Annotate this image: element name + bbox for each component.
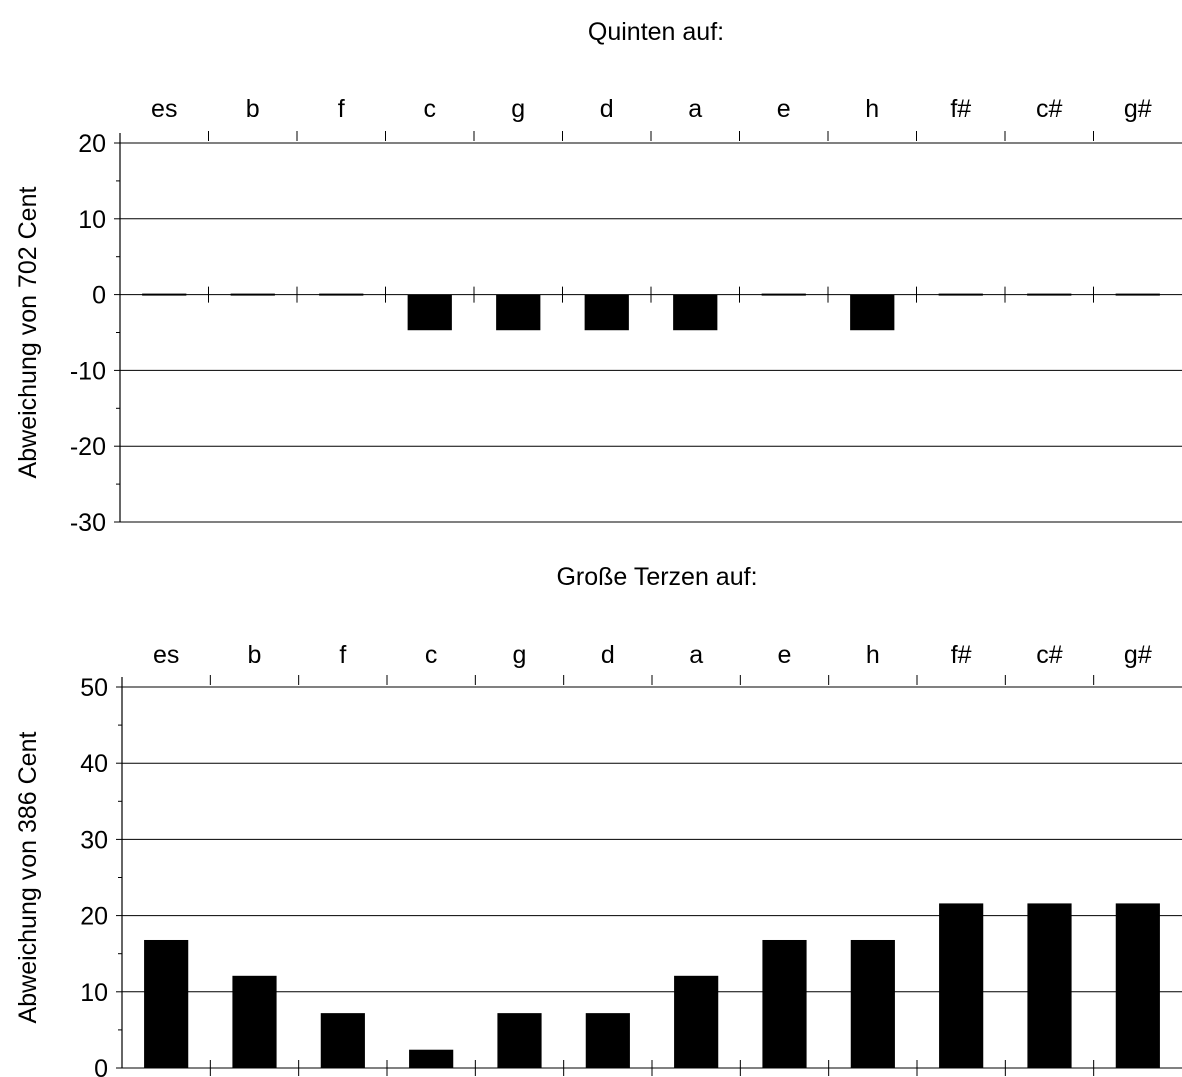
y-tick-label: -30 [70,509,106,537]
bar [1115,293,1160,296]
category-label: es [153,641,179,669]
chart-2: Große Terzen auf: Abweichung von 386 Cent… [14,563,1182,1077]
category-label: f [338,95,345,123]
bar [850,294,895,331]
y-tick-label: -10 [70,357,106,385]
y-tick-label: 10 [80,979,108,1007]
bar [144,939,189,1068]
category-label: c [424,95,437,123]
chart-1: Quinten auf: Abweichung von 702 Cent -30 -2… [14,18,1182,537]
bar [585,1013,630,1068]
bar [584,294,629,331]
y-tick-label: 0 [92,282,106,310]
category-label: c# [1036,95,1063,123]
category-label: g [511,95,525,123]
category-label: f [339,641,346,669]
category-label: d [600,95,614,123]
bar [673,294,718,331]
category-label: g [513,641,527,669]
bar [497,1013,542,1068]
y-tick-label: -20 [70,433,106,461]
category-label: e [778,641,792,669]
y-tick-label: 30 [80,826,108,854]
bar [1027,903,1072,1068]
y-tick-label: 50 [80,674,108,702]
bar [407,294,452,331]
y-tick-label: 20 [80,903,108,931]
category-label: c# [1036,641,1063,669]
bar [938,293,983,296]
bar [496,294,541,331]
chart-title: Quinten auf: [588,18,724,46]
bar [1027,293,1072,296]
bar [674,975,719,1068]
category-label: e [777,95,791,123]
y-tick-label: 40 [80,750,108,778]
bar [409,1049,454,1068]
category-label: b [248,641,262,669]
category-label: h [866,641,880,669]
bar [1115,903,1160,1068]
y-axis-label: Abweichung von 702 Cent [14,187,42,479]
bar [939,903,984,1068]
category-label: d [601,641,615,669]
category-label: c [425,641,438,669]
category-label: g# [1124,95,1152,123]
bar [142,293,187,296]
bar [232,975,277,1068]
y-tick-label: 0 [94,1055,108,1077]
category-label: g# [1124,641,1152,669]
category-label: b [246,95,260,123]
category-label: f# [951,641,972,669]
y-tick-label: 20 [78,130,106,158]
bar [320,1013,365,1068]
category-label: a [688,95,702,123]
category-label: es [151,95,177,123]
bar [850,939,895,1068]
bar [761,293,806,296]
category-label: f# [950,95,971,123]
bar [319,293,364,296]
y-tick-label: 10 [78,206,106,234]
category-label: h [865,95,879,123]
bar [762,939,807,1068]
bar [230,293,275,296]
y-axis-label: Abweichung von 386 Cent [14,732,42,1024]
chart-title: Große Terzen auf: [556,563,757,591]
category-label: a [689,641,703,669]
